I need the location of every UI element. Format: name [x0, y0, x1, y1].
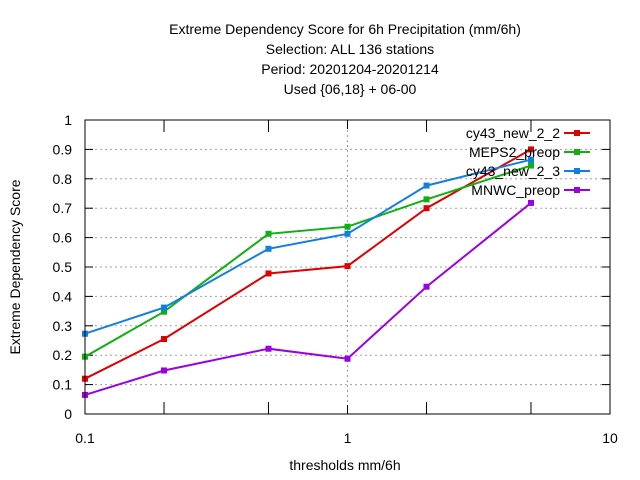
legend-label: cy43_new_2_2 [466, 125, 560, 141]
series-line [84, 202, 532, 396]
data-point [423, 205, 430, 212]
x-tick-label: 10 [602, 430, 618, 446]
data-point [344, 355, 351, 362]
y-tick-label: 0.5 [53, 259, 73, 275]
data-point [265, 345, 272, 352]
title-line-3: Period: 20201204-20201214 [261, 61, 439, 77]
data-point [161, 308, 168, 315]
y-tick-label: 0.8 [53, 171, 73, 187]
data-point [527, 156, 534, 163]
series-2 [82, 156, 534, 337]
data-point [423, 196, 430, 203]
y-tick-label: 0.7 [53, 200, 73, 216]
y-tick-label: 0.4 [53, 288, 73, 304]
y-tick-label: 0.1 [53, 377, 73, 393]
series-line [84, 158, 532, 335]
data-point [423, 283, 430, 290]
legend-swatch-marker [574, 187, 580, 193]
legend-swatch-marker [574, 149, 580, 155]
y-tick-label: 1 [64, 112, 72, 128]
legend-entry: cy43_new_2_2 [466, 125, 590, 141]
legend-label: MNWC_preop [471, 182, 560, 198]
x-tick-label: 0.1 [75, 430, 95, 446]
legend-swatch-marker [574, 168, 580, 174]
data-point [265, 230, 272, 237]
data-point [423, 182, 430, 189]
y-tick-labels: 0 0.1 0.2 0.3 0.4 0.5 0.6 0.7 0.8 0.9 1 [53, 112, 73, 422]
data-point [161, 304, 168, 311]
chart-title: Extreme Dependency Score for 6h Precipit… [169, 21, 521, 97]
series-0 [82, 146, 534, 382]
title-line-1: Extreme Dependency Score for 6h Precipit… [169, 21, 521, 37]
data-point [265, 245, 272, 252]
data-point [344, 263, 351, 270]
data-point [527, 146, 534, 153]
y-axis-label: Extreme Dependency Score [7, 179, 23, 354]
y-tick-label: 0 [64, 406, 72, 422]
legend: cy43_new_2_2 MEPS2_preop cy43_new_2_3 MNWC_… [466, 125, 590, 198]
title-line-4: Used {06,18} + 06-00 [284, 81, 417, 97]
x-tick-label: 1 [344, 430, 352, 446]
y-tick-label: 0.6 [53, 230, 73, 246]
series-1 [82, 162, 534, 360]
data-point [344, 230, 351, 237]
plot-frame [84, 119, 611, 415]
legend-entry: MEPS2_preop [469, 144, 590, 160]
data-point [527, 199, 534, 206]
data-point [527, 162, 534, 169]
y-tick-label: 0.3 [53, 318, 73, 334]
data-point [344, 223, 351, 230]
legend-entry: MNWC_preop [471, 182, 590, 198]
y-tick-label: 0.2 [53, 347, 73, 363]
x-axis-label: thresholds mm/6h [289, 457, 400, 473]
series-line [84, 148, 532, 380]
data-point [161, 336, 168, 343]
legend-label: cy43_new_2_3 [466, 163, 560, 179]
legend-entry: cy43_new_2_3 [466, 163, 590, 179]
series-line [84, 164, 532, 358]
x-tick-labels: 0.1 1 10 [75, 430, 618, 446]
data-point [161, 367, 168, 374]
legend-swatch-marker [574, 130, 580, 136]
title-line-2: Selection: ALL 136 stations [266, 41, 434, 57]
data-point [265, 270, 272, 277]
y-tick-label: 0.9 [53, 141, 73, 157]
data-series [82, 146, 534, 398]
legend-label: MEPS2_preop [469, 144, 560, 160]
